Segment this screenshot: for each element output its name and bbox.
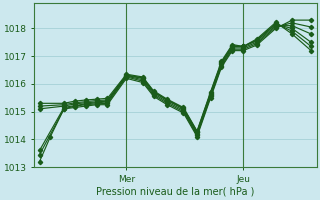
X-axis label: Pression niveau de la mer( hPa ): Pression niveau de la mer( hPa ): [96, 187, 254, 197]
